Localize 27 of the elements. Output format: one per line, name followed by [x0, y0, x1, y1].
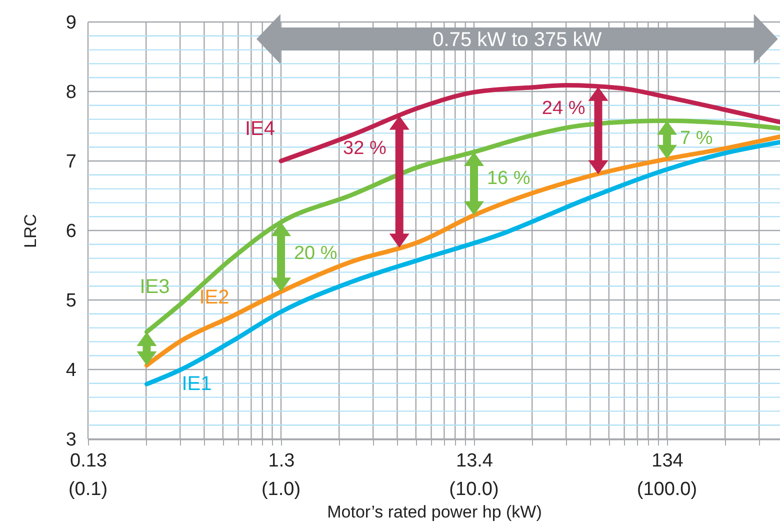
series-label: IE4	[244, 118, 276, 140]
y-tick-label: 9	[66, 12, 76, 34]
y-tick-label: 6	[66, 221, 76, 242]
y-tick-label: 7	[66, 152, 76, 172]
annotation: 32 %	[343, 138, 386, 159]
y-tick-label: 3	[66, 430, 76, 450]
x-tick-label: 13.4	[456, 450, 494, 472]
annotation: 20 %	[294, 243, 338, 264]
annotation: 0.75 kW to 375 kW	[432, 29, 602, 51]
y-axis-title: LRC	[20, 214, 40, 248]
series-label: IE3	[140, 276, 170, 298]
series-label: IE2	[199, 286, 230, 309]
y-tick-label: 8	[66, 82, 76, 103]
x-tick-label: 1.3	[268, 450, 295, 472]
text: (100.0)	[636, 479, 698, 500]
x-tick-label: 0.13	[70, 450, 107, 472]
text: (0.1)	[68, 479, 108, 500]
text: (10.0)	[449, 479, 499, 500]
text: (1.0)	[261, 479, 301, 500]
y-tick-label: 5	[66, 290, 76, 312]
series-label: IE1	[182, 373, 212, 396]
x-tick-label: 134	[652, 450, 684, 472]
x-axis-title: Motor’s rated power hp (kW)	[327, 502, 542, 522]
y-tick-label: 4	[66, 360, 77, 381]
annotation: 7 %	[680, 128, 713, 149]
annotation: 24 %	[542, 98, 586, 119]
annotation: 16 %	[486, 168, 530, 189]
